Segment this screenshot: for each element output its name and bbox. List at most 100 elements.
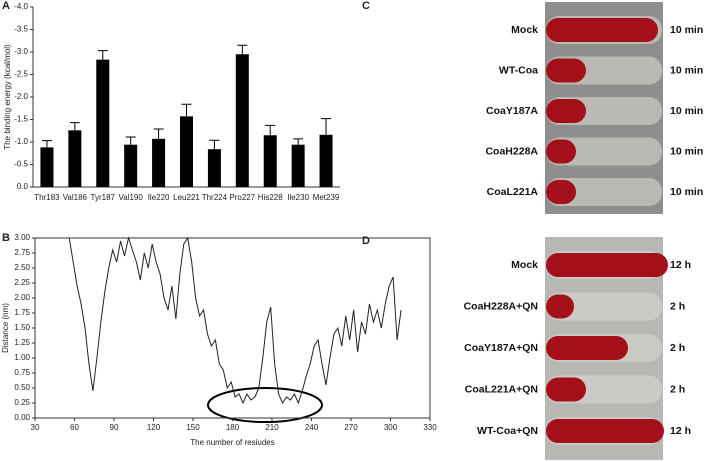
x-tick-label: Thr183 (34, 193, 60, 202)
x-tick-label: Thr224 (202, 193, 228, 202)
highlight-ellipse (207, 387, 323, 423)
x-tick-label: Ile230 (287, 193, 309, 202)
y-tick-label: 2.50 (14, 263, 30, 272)
error-bar (125, 136, 136, 145)
bar (235, 54, 249, 187)
error-bar (181, 103, 192, 117)
error-bar (265, 124, 276, 136)
x-tick-label: 330 (423, 423, 437, 432)
error-bar (153, 128, 164, 139)
time-label: 10 min (670, 186, 703, 198)
tube (546, 178, 662, 206)
y-tick-label: -1.5 (14, 115, 28, 124)
y-tick-label: 0.75 (14, 368, 30, 377)
x-tick-label: 90 (110, 423, 119, 432)
y-axis-label: Distance (nm) (1, 303, 10, 353)
error-bar (237, 44, 248, 55)
sample-label: CoaY187A+QN (464, 342, 538, 354)
bar (68, 130, 82, 187)
error-bar (41, 140, 52, 148)
bar (291, 144, 305, 187)
bar (96, 59, 110, 187)
blood (546, 419, 664, 443)
y-tick-label: 2.00 (14, 293, 30, 302)
x-tick-label: Met239 (313, 193, 340, 202)
panel-label: A (2, 0, 10, 12)
x-tick-label: 120 (147, 423, 161, 432)
y-tick-label: 2.25 (14, 278, 30, 287)
blood (546, 180, 576, 204)
sample-label: CoaY187A (486, 105, 538, 117)
blood (546, 58, 586, 83)
error-bar (293, 138, 304, 145)
bar (263, 135, 277, 187)
panel-label: B (2, 232, 10, 244)
y-tick-label: -2.5 (14, 70, 28, 79)
time-label: 12 h (670, 425, 691, 437)
x-axis-label: The number of resiudes (190, 438, 275, 447)
y-tick-label: -0.5 (14, 160, 28, 169)
x-tick-label: Tyr187 (91, 193, 116, 202)
y-tick-label: 0.25 (14, 398, 30, 407)
tube (546, 292, 662, 321)
bar (207, 149, 221, 187)
y-tick-label: -1.0 (14, 137, 28, 146)
line (68, 236, 402, 405)
time-label: 2 h (670, 300, 685, 312)
blood (546, 99, 586, 123)
y-tick-label: 1.75 (14, 308, 30, 317)
bar (40, 147, 54, 187)
blood (546, 139, 576, 164)
y-tick-label: 0.50 (14, 383, 30, 392)
time-label: 2 h (670, 342, 685, 354)
sample-label: CoaH228A+QN (464, 300, 538, 312)
sample-label: CoaH228A (485, 145, 538, 157)
tube (546, 137, 662, 166)
error-bar (321, 118, 332, 135)
sample-label: CoaL221A+QN (465, 383, 538, 395)
bar (152, 138, 166, 187)
panel-label: D (362, 235, 370, 247)
x-tick-label: 150 (186, 423, 200, 432)
x-tick-label: 180 (226, 423, 240, 432)
x-tick-label: Val190 (119, 193, 144, 202)
x-tick-label: 30 (31, 423, 40, 432)
blood (546, 294, 574, 319)
y-axis-label: The binding energy (kcal/mol) (3, 44, 12, 150)
sample-label: WT-Coa+QN (477, 425, 538, 437)
x-tick-label: 270 (344, 423, 358, 432)
bar (124, 144, 138, 187)
blood (546, 336, 628, 360)
sample-label: Mock (511, 24, 538, 36)
y-tick-label: -2.0 (14, 92, 28, 101)
sample-label: WT-Coa (499, 64, 538, 76)
bar (180, 116, 193, 187)
time-label: 12 h (670, 259, 691, 271)
panel-label: C (362, 0, 370, 12)
bar (319, 134, 333, 187)
y-tick-label: 1.00 (14, 353, 30, 362)
y-tick-label: 2.75 (14, 248, 30, 257)
error-bar (209, 139, 220, 150)
y-tick-label: -3.5 (14, 25, 28, 34)
error-bar (69, 122, 80, 131)
sample-label: Mock (511, 259, 538, 271)
x-tick-label: His228 (258, 193, 283, 202)
y-tick-label: 0.0 (17, 182, 29, 191)
y-tick-label: 3.00 (14, 233, 30, 242)
y-tick-label: 1.50 (14, 323, 30, 332)
time-label: 10 min (670, 64, 703, 76)
y-tick-label: 1.25 (14, 338, 30, 347)
y-tick-label: 0.00 (14, 413, 30, 422)
x-tick-label: Pro227 (229, 193, 255, 202)
time-label: 10 min (670, 145, 703, 157)
y-tick-label: -4.0 (14, 2, 28, 11)
x-tick-label: 300 (384, 423, 398, 432)
x-tick-label: Ile220 (148, 193, 170, 202)
time-label: 10 min (670, 105, 703, 117)
y-tick-label: -3.0 (14, 47, 28, 56)
blood (546, 18, 658, 42)
x-tick-label: Val186 (63, 193, 88, 202)
x-tick-label: 60 (70, 423, 79, 432)
